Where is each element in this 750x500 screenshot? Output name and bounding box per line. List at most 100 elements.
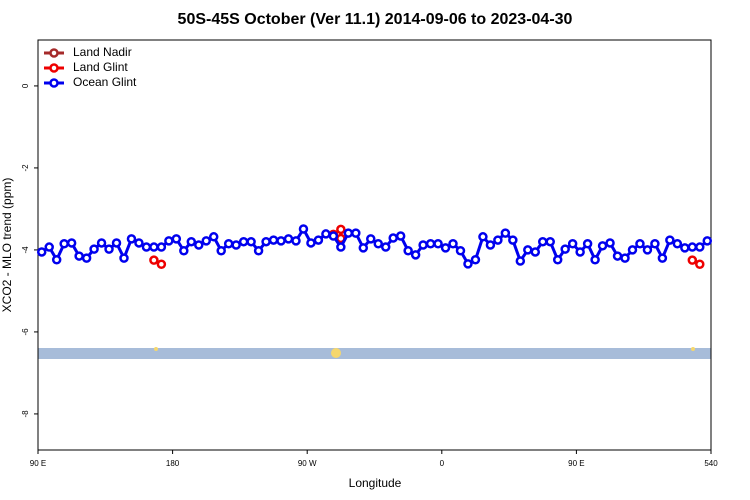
point <box>500 228 511 238</box>
point <box>515 256 526 266</box>
point <box>149 255 159 265</box>
y-axis-label: XCO2 - MLO trend (ppm) <box>0 178 14 313</box>
point <box>343 228 354 238</box>
point <box>223 239 234 249</box>
point <box>36 247 47 257</box>
y-tick-label: -2 <box>21 164 30 172</box>
point <box>665 235 675 245</box>
point <box>201 236 211 246</box>
point <box>171 234 182 244</box>
point <box>186 236 197 247</box>
chart-title: 50S-45S October (Ver 11.1) 2014-09-06 to… <box>178 11 573 28</box>
point <box>567 239 578 249</box>
point <box>253 245 264 256</box>
point <box>642 245 653 255</box>
point <box>111 238 122 248</box>
point <box>672 239 683 249</box>
point <box>560 244 570 254</box>
point <box>208 232 219 242</box>
x-tick-label: 540 <box>704 459 718 468</box>
point <box>261 236 271 247</box>
point <box>238 236 249 247</box>
point <box>552 255 563 265</box>
point <box>470 255 481 265</box>
point <box>134 238 144 248</box>
point <box>657 253 668 263</box>
band-spot <box>331 348 341 358</box>
point <box>695 259 705 270</box>
point <box>433 239 443 249</box>
y-tick-label: -4 <box>21 246 30 254</box>
legend-label: Ocean Glint <box>73 75 137 89</box>
point <box>425 239 436 249</box>
point <box>410 250 421 260</box>
point <box>126 234 137 244</box>
legend-marker <box>49 63 59 73</box>
point <box>194 240 204 250</box>
point <box>373 239 383 249</box>
point <box>313 235 324 245</box>
point <box>81 253 92 263</box>
point <box>336 224 346 235</box>
point <box>74 251 84 261</box>
x-tick-label: 90 W <box>298 459 317 468</box>
plot-frame <box>37 39 712 451</box>
point <box>538 236 548 247</box>
point <box>605 238 615 248</box>
x-tick-label: 180 <box>166 459 180 468</box>
point <box>395 231 406 241</box>
point <box>687 255 698 265</box>
point <box>687 242 698 252</box>
point <box>597 241 608 251</box>
point <box>418 240 428 250</box>
series <box>36 224 713 269</box>
point <box>66 238 77 248</box>
point <box>463 259 473 269</box>
point <box>448 239 458 249</box>
point <box>530 247 541 257</box>
point <box>268 235 279 245</box>
legend-label: Land Nadir <box>73 45 132 59</box>
legend-marker <box>49 48 59 58</box>
point <box>702 236 713 246</box>
point <box>508 235 518 245</box>
point <box>493 235 503 245</box>
point <box>403 245 413 256</box>
x-tick-label: 0 <box>440 459 445 468</box>
x-tick-label: 90 E <box>30 459 46 468</box>
point <box>89 244 99 254</box>
point <box>440 243 451 253</box>
point <box>455 245 466 256</box>
point <box>328 231 339 241</box>
point <box>545 236 555 247</box>
point <box>216 245 226 256</box>
point <box>231 240 241 250</box>
point <box>523 245 533 255</box>
point <box>51 255 62 265</box>
point <box>388 233 398 243</box>
point <box>276 236 286 246</box>
point <box>351 228 361 238</box>
point <box>575 247 585 257</box>
point <box>119 253 129 263</box>
y-tick-label: -6 <box>21 328 30 336</box>
point <box>336 242 346 252</box>
point <box>612 251 623 261</box>
point <box>306 238 316 248</box>
point <box>695 242 705 252</box>
legend-label: Land Glint <box>73 60 128 74</box>
point <box>164 236 174 246</box>
point <box>582 239 593 249</box>
point <box>156 242 167 252</box>
point <box>59 239 69 249</box>
point <box>104 244 114 254</box>
band-spot <box>154 347 158 351</box>
point <box>321 229 331 239</box>
x-tick-label: 90 E <box>568 459 584 468</box>
surface-band <box>38 347 711 359</box>
point <box>380 242 391 252</box>
point <box>283 234 294 244</box>
point <box>485 240 496 250</box>
point <box>627 245 638 255</box>
